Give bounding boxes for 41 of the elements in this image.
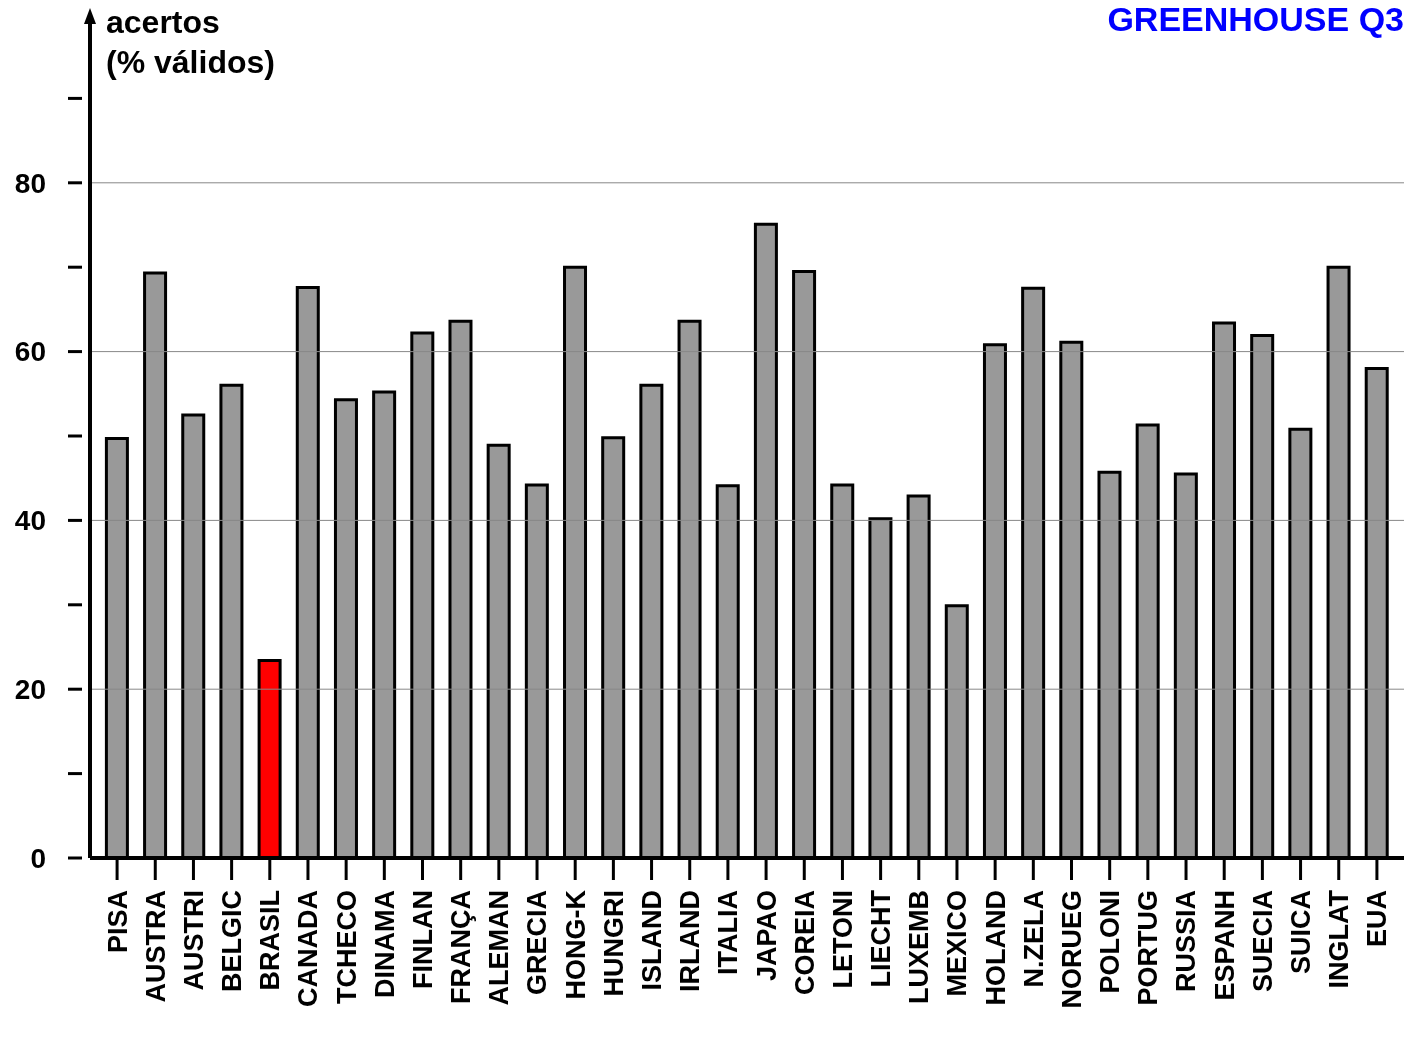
x-tick-label: ESPANH — [1209, 890, 1240, 1001]
x-tick-label: IRLAND — [675, 890, 706, 992]
x-tick-label: CANADA — [293, 890, 324, 1007]
x-tick-label: LUXEMB — [904, 890, 935, 1004]
x-tick-label: RUSSIA — [1171, 890, 1202, 993]
y-tick-label: 80 — [14, 167, 46, 199]
x-tick-label: MEXICO — [942, 890, 973, 997]
x-tick-label: HUNGRI — [598, 890, 629, 997]
x-tick-label: ITALIA — [713, 890, 744, 975]
x-tick-label: INGLAT — [1324, 889, 1355, 989]
x-tick-label: GRECIA — [522, 890, 553, 996]
y-tick-label: 40 — [14, 505, 46, 537]
y-tick-label: 0 — [30, 842, 46, 874]
chart-title: GREENHOUSE Q3 — [1107, 0, 1404, 39]
x-tick-label: BELGIC — [217, 890, 248, 993]
x-tick-label: SUECIA — [1247, 890, 1278, 993]
x-tick-label: LIECHT — [866, 889, 897, 988]
x-tick-label: NORUEG — [1056, 890, 1087, 1009]
y-tick-label: 20 — [14, 674, 46, 705]
x-tick-label: FRANÇA — [446, 890, 477, 1004]
x-tick-label: ALEMAN — [484, 890, 515, 1006]
x-tick-label: TCHECO — [331, 890, 362, 1004]
x-tick-label: SUICA — [1286, 890, 1317, 975]
x-tick-label: EUA — [1362, 890, 1393, 948]
x-tick-label: AUSTRA — [140, 890, 171, 1003]
y-tick-label: 60 — [14, 336, 46, 368]
x-tick-label: JAPAO — [751, 890, 782, 982]
x-tick-label: FINLAN — [407, 890, 438, 989]
x-tick-label: N.ZELA — [1018, 890, 1049, 988]
x-tick-label: AUSTRI — [178, 890, 209, 991]
x-tick-label: PORTUG — [1133, 890, 1164, 1006]
x-tick-label: HOLAND — [980, 890, 1011, 1006]
x-tick-label: PISA — [102, 890, 133, 954]
y-axis-title: acertos (% válidos) — [106, 3, 275, 82]
x-tick-label: ISLAND — [637, 890, 668, 991]
x-tick-label: BRASIL — [255, 890, 286, 991]
x-tick-label: POLONI — [1095, 890, 1126, 994]
x-tick-label: COREIA — [789, 890, 820, 996]
x-tick-label: HONG-K — [560, 889, 591, 1000]
x-tick-label: LETONI — [827, 890, 858, 989]
x-tick-label: DINAMA — [369, 890, 400, 998]
